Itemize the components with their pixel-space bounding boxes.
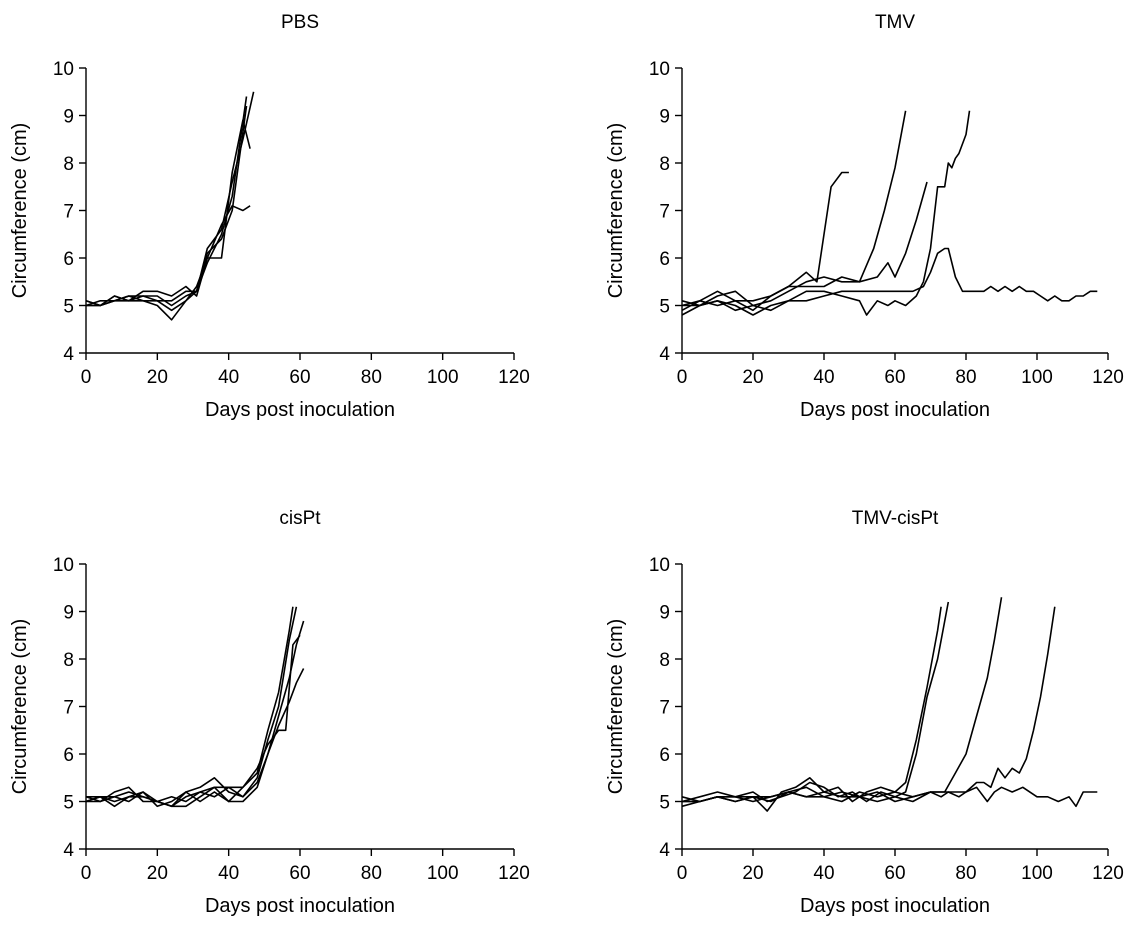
y-tick-label: 5	[63, 297, 74, 318]
chart-title: TMV-cisPt	[852, 508, 939, 529]
y-tick-label: 7	[63, 202, 74, 223]
y-tick-label: 8	[659, 154, 670, 175]
x-tick-label: 40	[218, 863, 239, 884]
chart-title: PBS	[281, 12, 319, 33]
series-line-4	[86, 96, 248, 307]
series-line-5	[85, 668, 305, 808]
series-line-2	[681, 110, 907, 307]
y-tick-label: 6	[63, 249, 74, 270]
y-tick-label: 9	[63, 107, 74, 128]
chart-title: cisPt	[279, 508, 321, 529]
x-tick-label: 0	[81, 367, 92, 388]
chart-title: TMV	[875, 12, 915, 33]
x-tick-label: 40	[813, 367, 834, 388]
x-tick-label: 60	[884, 367, 905, 388]
series-line-1	[681, 606, 942, 812]
series-line-4	[86, 634, 301, 808]
x-tick-label: 80	[361, 367, 382, 388]
series-line-5	[682, 786, 1098, 808]
y-axis-label: Circumference (cm)	[605, 619, 627, 795]
y-tick-label: 7	[659, 698, 670, 719]
x-tick-label: 100	[427, 863, 459, 884]
x-tick-label: 0	[677, 863, 688, 884]
x-tick-label: 80	[955, 367, 976, 388]
series-line-2	[85, 606, 298, 808]
x-tick-label: 120	[1092, 863, 1124, 884]
y-tick-label: 6	[659, 249, 670, 270]
x-tick-label: 60	[289, 863, 310, 884]
y-tick-label: 10	[53, 555, 74, 576]
y-tick-label: 10	[649, 555, 670, 576]
y-tick-label: 8	[659, 650, 670, 671]
series-line-3	[681, 597, 1003, 808]
x-tick-label: 60	[884, 863, 905, 884]
y-axis-label: Circumference (cm)	[9, 123, 31, 299]
series-line-4	[681, 606, 1056, 803]
series-line-3	[681, 181, 928, 312]
x-axis-label: Days post inoculation	[205, 895, 395, 917]
x-axis-label: Days post inoculation	[800, 399, 990, 421]
y-tick-label: 4	[659, 840, 670, 861]
y-axis-label: Circumference (cm)	[9, 619, 31, 795]
x-axis-label: Days post inoculation	[800, 895, 990, 917]
x-tick-label: 40	[813, 863, 834, 884]
y-tick-label: 10	[649, 59, 670, 80]
y-tick-label: 4	[659, 344, 670, 365]
y-tick-label: 4	[63, 840, 74, 861]
y-tick-label: 4	[63, 344, 74, 365]
x-axis-label: Days post inoculation	[205, 399, 395, 421]
series-line-5	[85, 105, 248, 312]
series-line-1	[85, 606, 294, 808]
series-line-2	[682, 601, 950, 803]
y-tick-label: 8	[63, 650, 74, 671]
x-tick-label: 120	[498, 367, 530, 388]
x-tick-label: 80	[955, 863, 976, 884]
x-tick-label: 20	[147, 367, 168, 388]
x-tick-label: 40	[218, 367, 239, 388]
x-tick-label: 20	[742, 863, 763, 884]
x-tick-label: 20	[147, 863, 168, 884]
y-tick-label: 6	[63, 745, 74, 766]
x-tick-label: 120	[1092, 367, 1124, 388]
y-tick-label: 9	[659, 107, 670, 128]
x-tick-label: 100	[1021, 863, 1053, 884]
y-tick-label: 7	[659, 202, 670, 223]
x-tick-label: 0	[677, 367, 688, 388]
y-tick-label: 7	[63, 698, 74, 719]
series-line-3	[86, 620, 305, 803]
y-tick-label: 5	[63, 793, 74, 814]
series-line-4	[681, 110, 971, 316]
x-tick-label: 60	[289, 367, 310, 388]
y-axis-label: Circumference (cm)	[605, 123, 627, 299]
y-tick-label: 6	[659, 745, 670, 766]
y-tick-label: 9	[659, 603, 670, 624]
x-tick-label: 0	[81, 863, 92, 884]
series-line-1	[681, 171, 849, 307]
x-tick-label: 120	[498, 863, 530, 884]
x-tick-label: 100	[1021, 367, 1053, 388]
y-tick-label: 5	[659, 297, 670, 318]
y-tick-label: 10	[53, 59, 74, 80]
y-tick-label: 8	[63, 154, 74, 175]
y-tick-label: 5	[659, 793, 670, 814]
x-tick-label: 100	[427, 367, 459, 388]
series-line-5	[682, 247, 1098, 316]
y-tick-label: 9	[63, 603, 74, 624]
x-tick-label: 80	[361, 863, 382, 884]
x-tick-label: 20	[742, 367, 763, 388]
